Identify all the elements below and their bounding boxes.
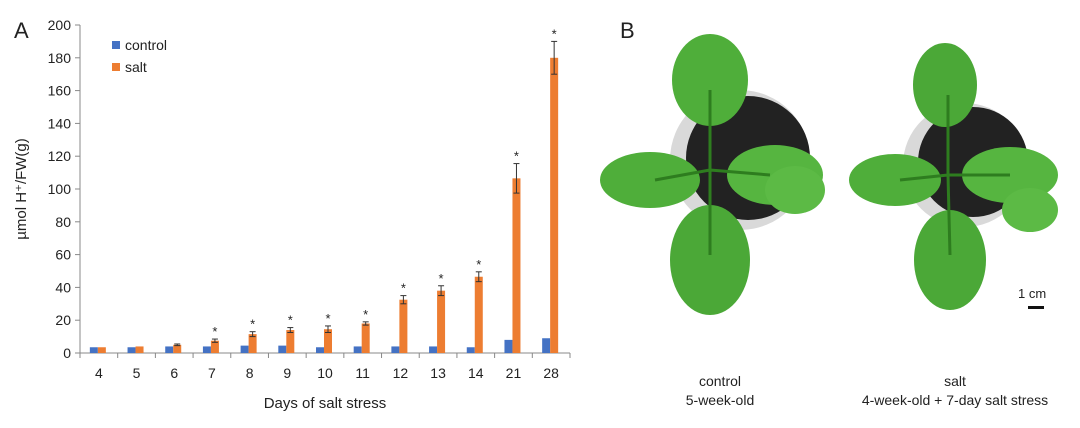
panel-b-label: B	[620, 18, 635, 43]
control-bar	[316, 347, 324, 353]
x-axis-title: Days of salt stress	[264, 395, 387, 412]
x-tick-label: 9	[283, 365, 291, 381]
legend-swatch-salt	[112, 63, 120, 71]
control-caption: control 5-week-old	[640, 372, 800, 410]
y-tick-label: 180	[48, 50, 72, 66]
salt-bar	[324, 329, 332, 353]
control-bar	[391, 346, 400, 353]
salt-bar	[437, 290, 446, 353]
y-tick-label: 140	[48, 115, 72, 131]
leaf	[670, 205, 750, 315]
control-caption-line1: control	[698, 373, 742, 389]
salt-bar	[97, 347, 106, 353]
leaf	[765, 166, 825, 214]
x-tick-label: 6	[170, 365, 178, 381]
control-bar	[466, 347, 475, 353]
y-tick-label: 60	[55, 247, 71, 263]
significance-star: *	[250, 317, 255, 332]
salt-bar	[361, 323, 370, 353]
significance-star: *	[288, 313, 293, 328]
salt-bar	[474, 276, 483, 353]
legend-swatch-control	[112, 41, 120, 49]
significance-star: *	[363, 307, 368, 322]
salt-bar	[248, 334, 257, 353]
significance-star: *	[476, 257, 481, 272]
leaf	[1002, 188, 1058, 232]
x-tick-label: 21	[506, 365, 522, 381]
y-tick-label: 120	[48, 148, 72, 164]
y-tick-label: 20	[55, 312, 71, 328]
x-tick-label: 4	[95, 365, 103, 381]
leaf	[600, 152, 700, 208]
salt-plant-image	[849, 43, 1058, 310]
x-tick-label: 14	[468, 365, 484, 381]
x-tick-label: 12	[393, 365, 409, 381]
legend-label-control: control	[125, 37, 167, 53]
x-tick-label: 28	[543, 365, 559, 381]
control-bar	[202, 346, 211, 353]
control-bar	[165, 346, 174, 353]
significance-star: *	[514, 149, 519, 164]
salt-caption-line2: 4-week-old + 7-day salt stress	[861, 392, 1049, 408]
salt-bar	[210, 340, 219, 353]
y-tick-label: 0	[63, 345, 71, 361]
plant-photo	[600, 34, 1058, 315]
control-bar	[240, 345, 249, 353]
significance-star: *	[552, 26, 557, 41]
control-bar	[278, 345, 287, 353]
legend-label-salt: salt	[125, 59, 147, 75]
x-tick-label: 13	[430, 365, 446, 381]
salt-bar	[512, 178, 521, 353]
panel-a-label: A	[14, 18, 29, 43]
salt-bar	[550, 57, 559, 354]
scale-bar-label: 1 cm	[1018, 286, 1047, 301]
leaf-veins	[899, 95, 1010, 256]
control-bar	[542, 338, 551, 353]
y-tick-label: 40	[55, 279, 71, 295]
salt-caption: salt 4-week-old + 7-day salt stress	[830, 372, 1080, 410]
x-tick-label: 8	[246, 365, 254, 381]
x-tick-label: 5	[133, 365, 141, 381]
x-tick-label: 10	[317, 365, 333, 381]
scale-bar	[1028, 306, 1044, 309]
control-plant-image	[600, 34, 825, 315]
x-tick-label: 11	[355, 365, 370, 381]
y-tick-label: 200	[48, 17, 72, 33]
significance-star: *	[439, 271, 444, 286]
control-caption-line2: 5-week-old	[685, 392, 755, 408]
salt-bar	[173, 344, 182, 353]
salt-bar	[135, 346, 144, 353]
y-tick-label: 160	[48, 83, 72, 99]
significance-star: *	[401, 281, 406, 296]
leaf-veins	[654, 90, 771, 255]
significance-star: *	[325, 311, 330, 326]
leaf	[849, 154, 941, 206]
control-bar	[89, 347, 98, 353]
bar-chart: 0 20 40 60 80 100 120 140 160 180 200 4 5 6 7 8 9 10 11 12 1…	[13, 17, 571, 412]
salt-bar	[399, 299, 408, 353]
control-bar	[429, 346, 438, 353]
x-tick-label: 7	[208, 365, 216, 381]
y-axis-title: µmol H⁺/FW(g)	[13, 138, 30, 240]
salt-bar	[286, 330, 295, 353]
control-bar	[504, 339, 513, 353]
control-bar	[353, 346, 362, 353]
y-tick-label: 100	[48, 181, 72, 197]
control-bar	[127, 347, 136, 353]
y-tick-label: 80	[55, 214, 71, 230]
leaf	[914, 210, 986, 310]
leaf	[672, 34, 748, 126]
leaf	[913, 43, 977, 127]
salt-caption-line1: salt	[944, 373, 966, 389]
significance-star: *	[212, 324, 217, 339]
